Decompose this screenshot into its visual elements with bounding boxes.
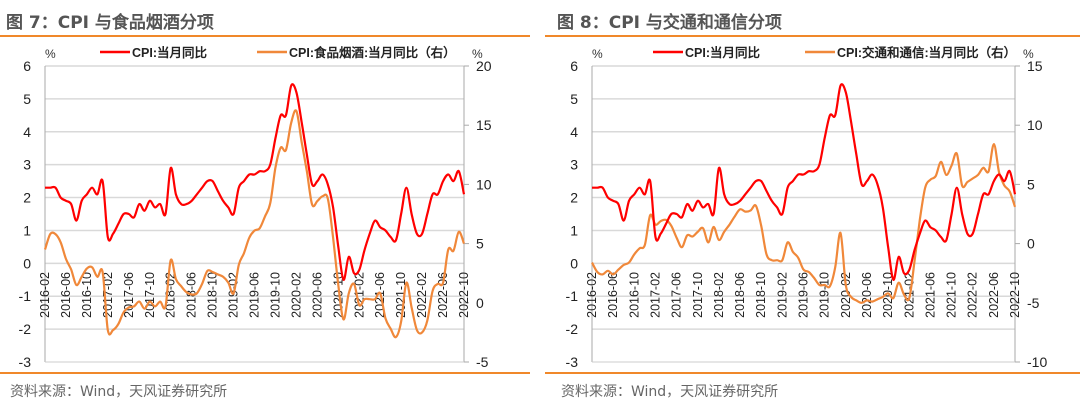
right-unit-label: % <box>1023 47 1034 61</box>
x-tick-label: 2022-10 <box>457 272 471 318</box>
x-tick-label: 2021-10 <box>394 272 408 318</box>
y-tick-label: 5 <box>570 91 578 107</box>
y2-tick-label: -10 <box>1027 354 1047 370</box>
y-tick-label: 0 <box>23 255 31 271</box>
divider <box>545 372 1080 374</box>
series-line-cpi <box>591 83 1017 281</box>
x-tick-label: 2021-06 <box>923 272 937 318</box>
x-tick-label: 2018-10 <box>206 272 220 318</box>
x-tick-label: 2019-06 <box>248 272 262 318</box>
y-tick-label: -2 <box>566 321 579 337</box>
legend-label: CPI:当月同比 <box>132 45 208 60</box>
left-unit-label: % <box>592 47 603 61</box>
divider <box>545 35 1080 37</box>
x-tick-label: 2016-06 <box>606 272 620 318</box>
y2-tick-label: 10 <box>476 176 492 192</box>
y-tick-label: -3 <box>566 354 579 370</box>
x-tick-label: 2019-10 <box>818 272 832 318</box>
x-tick-label: 2016-02 <box>38 272 52 318</box>
legend-label: CPI:当月同比 <box>685 45 761 60</box>
y2-tick-label: 0 <box>476 295 484 311</box>
y-tick-label: 4 <box>570 124 578 140</box>
x-tick-label: 2019-10 <box>268 272 282 318</box>
y-tick-label: 6 <box>23 58 31 74</box>
x-tick-label: 2017-06 <box>670 272 684 318</box>
series-line-cpi <box>44 83 466 281</box>
x-tick-label: 2020-10 <box>881 272 895 318</box>
x-tick-label: 2020-06 <box>860 272 874 318</box>
x-tick-label: 2022-02 <box>415 272 429 318</box>
y-tick-label: 4 <box>23 124 31 140</box>
y2-tick-label: 5 <box>1027 176 1035 192</box>
y-tick-label: 6 <box>570 58 578 74</box>
x-tick-label: 2016-06 <box>59 272 73 318</box>
legend-label: CPI:交通和通信:当月同比（右） <box>837 45 1016 60</box>
y2-tick-label: 15 <box>476 117 492 133</box>
y-tick-label: 0 <box>570 255 578 271</box>
x-tick-label: 2019-02 <box>227 272 241 318</box>
y2-tick-label: 15 <box>1027 58 1043 74</box>
x-tick-label: 2017-10 <box>143 272 157 318</box>
x-tick-label: 2021-10 <box>945 272 959 318</box>
y-tick-label: 1 <box>570 222 578 238</box>
source-note: 资料来源：Wind，天风证券研究所 <box>561 384 779 400</box>
y-tick-label: 2 <box>23 190 31 206</box>
x-tick-label: 2017-02 <box>648 272 662 318</box>
x-tick-label: 2020-02 <box>289 272 303 318</box>
legend-label: CPI:食品烟酒:当月同比（右） <box>289 45 456 60</box>
x-tick-label: 2019-06 <box>797 272 811 318</box>
x-tick-label: 2016-02 <box>585 272 599 318</box>
series-line-component <box>591 142 1017 304</box>
y-tick-label: 2 <box>570 190 578 206</box>
x-tick-label: 2020-02 <box>839 272 853 318</box>
source-note: 资料来源：Wind，天风证券研究所 <box>10 384 228 400</box>
x-tick-label: 2018-10 <box>754 272 768 318</box>
divider <box>0 372 530 374</box>
y-tick-label: 5 <box>23 91 31 107</box>
x-tick-label: 2021-02 <box>352 272 366 318</box>
chart-title: 图 8：CPI 与交通和通信分项 <box>557 13 782 33</box>
y-tick-label: -2 <box>19 321 32 337</box>
chart-panel-fig7: 图 7：CPI 与食品烟酒分项 6 5 4 3 2 1 0 -1 -2 -3 20 15 10 5 0 -5%… <box>0 0 530 413</box>
x-tick-label: 2020-06 <box>310 272 324 318</box>
y2-tick-label: -5 <box>476 354 489 370</box>
x-tick-label: 2018-06 <box>733 272 747 318</box>
x-tick-label: 2022-10 <box>1008 272 1022 318</box>
x-tick-label: 2016-10 <box>627 272 641 318</box>
x-tick-label: 2016-10 <box>80 272 94 318</box>
x-tick-label: 2022-06 <box>987 272 1001 318</box>
y2-tick-label: 5 <box>476 236 484 252</box>
x-tick-label: 2018-02 <box>712 272 726 318</box>
y-tick-label: -1 <box>19 288 32 304</box>
y2-tick-label: -5 <box>1027 295 1040 311</box>
series-line-component <box>43 109 466 339</box>
x-tick-label: 2017-10 <box>691 272 705 318</box>
chart-title: 图 7：CPI 与食品烟酒分项 <box>6 13 214 33</box>
divider <box>0 35 530 37</box>
chart-panel-fig8: 图 8：CPI 与交通和通信分项 6 5 4 3 2 1 0 -1 -2 -3 15 10 5 0 -5 -1… <box>545 0 1080 413</box>
y-tick-label: -1 <box>566 288 579 304</box>
y-tick-label: 3 <box>23 157 31 173</box>
y2-tick-label: 20 <box>476 58 492 74</box>
y-tick-label: 3 <box>570 157 578 173</box>
x-tick-label: 2022-02 <box>966 272 980 318</box>
right-unit-label: % <box>472 47 483 61</box>
y-tick-label: -3 <box>19 354 32 370</box>
x-tick-label: 2019-02 <box>775 272 789 318</box>
y2-tick-label: 0 <box>1027 236 1035 252</box>
y-tick-label: 1 <box>23 222 31 238</box>
left-unit-label: % <box>45 47 56 61</box>
y2-tick-label: 10 <box>1027 117 1043 133</box>
